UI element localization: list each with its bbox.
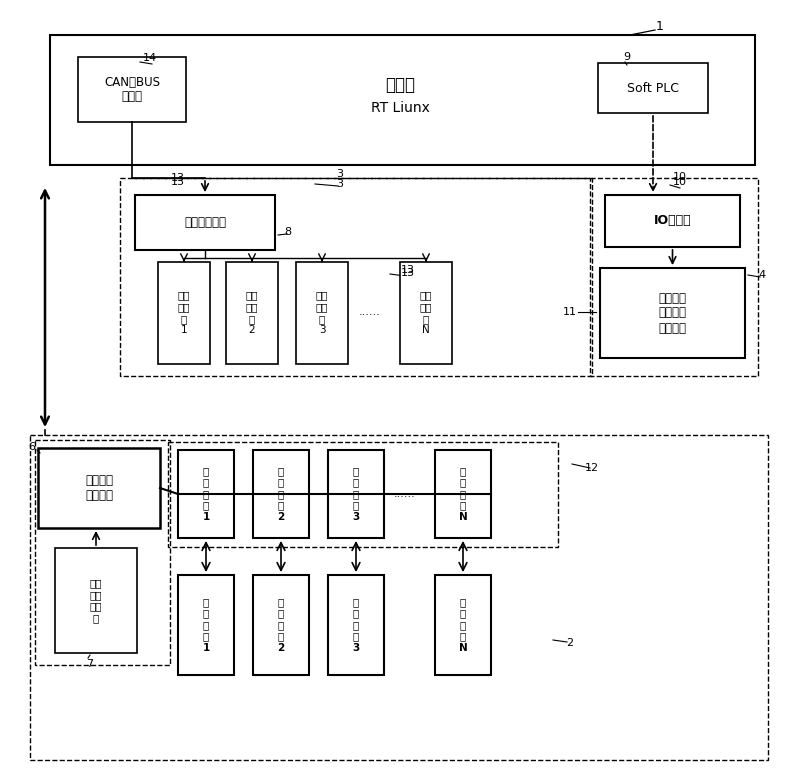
Bar: [120, 178, 592, 376]
Text: 3: 3: [337, 169, 343, 179]
Bar: [30, 435, 768, 760]
Text: 网
头
电
机
2: 网 头 电 机 2: [278, 597, 285, 653]
Text: IO驱动卡: IO驱动卡: [654, 215, 691, 228]
Text: 10: 10: [673, 177, 687, 187]
Bar: [168, 442, 558, 547]
Text: 网头
的装
置
3: 网头 的装 置 3: [316, 291, 328, 336]
Bar: [178, 575, 234, 675]
Text: 13: 13: [401, 265, 415, 275]
Bar: [135, 195, 275, 250]
Bar: [435, 575, 491, 675]
Bar: [178, 450, 234, 538]
Text: 网头
的装
置
2: 网头 的装 置 2: [246, 291, 258, 336]
Bar: [328, 450, 384, 538]
Bar: [253, 450, 309, 538]
Text: 2: 2: [566, 638, 574, 648]
Text: 10: 10: [673, 172, 687, 182]
Text: ......: ......: [394, 489, 416, 499]
Text: 13: 13: [171, 177, 185, 187]
Text: CAN－BUS
接口卡: CAN－BUS 接口卡: [104, 75, 160, 104]
Bar: [400, 262, 452, 364]
Text: 3: 3: [337, 179, 343, 189]
Text: 网头控制单元: 网头控制单元: [184, 216, 226, 229]
Text: 12: 12: [585, 463, 599, 473]
Text: 伺
服
驱
动
2: 伺 服 驱 动 2: [278, 466, 285, 522]
Text: 进布单元
烘房单元
出布单元: 进布单元 烘房单元 出布单元: [658, 291, 686, 335]
Bar: [600, 268, 745, 358]
Bar: [598, 63, 708, 113]
Text: 网
头
电
机
N: 网 头 电 机 N: [458, 597, 467, 653]
Text: 1: 1: [656, 20, 664, 33]
Bar: [605, 195, 740, 247]
Text: 8: 8: [285, 227, 291, 237]
Text: 圆网同步
数控单元: 圆网同步 数控单元: [85, 474, 113, 502]
Text: ......: ......: [359, 307, 381, 317]
Text: 7: 7: [86, 659, 94, 669]
Text: 伺
服
驱
动
3: 伺 服 驱 动 3: [352, 466, 360, 522]
Bar: [590, 178, 758, 376]
Text: 14: 14: [143, 53, 157, 63]
Bar: [328, 575, 384, 675]
Text: 网
头
电
机
1: 网 头 电 机 1: [202, 597, 210, 653]
Text: 伺
服
驱
动
1: 伺 服 驱 动 1: [202, 466, 210, 522]
Text: 网头
的装
置
N: 网头 的装 置 N: [420, 291, 432, 336]
Text: Soft PLC: Soft PLC: [627, 81, 679, 95]
Text: 伺
服
驱
动
N: 伺 服 驱 动 N: [458, 466, 467, 522]
Text: 9: 9: [623, 52, 630, 62]
Text: 11: 11: [563, 307, 577, 317]
Bar: [226, 262, 278, 364]
Bar: [38, 448, 160, 528]
Bar: [296, 262, 348, 364]
Bar: [435, 450, 491, 538]
Text: 网头
的装
置
1: 网头 的装 置 1: [178, 291, 190, 336]
Text: 13: 13: [401, 268, 415, 278]
Bar: [55, 548, 137, 653]
Bar: [158, 262, 210, 364]
Text: RT Liunx: RT Liunx: [370, 101, 430, 115]
Text: 同步
监测
编码
器: 同步 监测 编码 器: [90, 578, 102, 623]
Bar: [35, 440, 170, 665]
Text: 网
头
电
机
3: 网 头 电 机 3: [352, 597, 360, 653]
Bar: [50, 35, 755, 165]
Bar: [78, 57, 186, 122]
Text: 4: 4: [758, 270, 766, 280]
Text: 6: 6: [29, 442, 35, 452]
Bar: [253, 575, 309, 675]
Text: 工控机: 工控机: [385, 76, 415, 94]
Text: 13: 13: [171, 173, 185, 183]
